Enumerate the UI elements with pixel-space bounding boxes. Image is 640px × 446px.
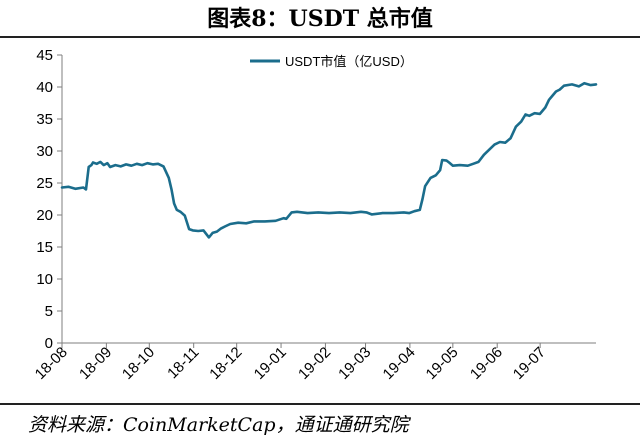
x-tick-label: 18-09 (76, 344, 115, 383)
legend: USDT市值（亿USD） (250, 54, 413, 69)
series-line (60, 81, 598, 239)
x-tick-label: 19-06 (467, 344, 506, 383)
x-tick-label: 19-07 (510, 344, 549, 383)
x-tick-label: 18-12 (206, 344, 245, 383)
x-axis-ticks: 18-08 18-09 18-10 18-11 18-12 19-01 19-02 19-03… (32, 343, 549, 383)
y-tick-label: 20 (36, 207, 53, 224)
x-tick-label: 19-03 (335, 344, 374, 383)
y-tick-label: 35 (36, 111, 53, 128)
y-tick-label: 10 (36, 271, 53, 288)
y-tick-label: 45 (36, 47, 53, 64)
source-note: 资料来源：CoinMarketCap，通证通研究院 (28, 414, 409, 436)
y-tick-label: 15 (36, 239, 53, 256)
x-tick-label: 19-04 (380, 344, 419, 383)
y-tick-label: 0 (45, 335, 53, 352)
x-tick-label: 18-10 (119, 344, 158, 383)
y-tick-label: 30 (36, 143, 53, 160)
x-tick-label: 19-02 (295, 344, 334, 383)
plot-area (60, 81, 598, 239)
y-axis-ticks: 0 5 10 15 20 25 30 35 40 45 (36, 47, 62, 352)
y-tick-label: 25 (36, 175, 53, 192)
x-tick-label: 18-11 (164, 344, 202, 382)
x-tick-label: 19-05 (423, 344, 462, 383)
source-rule (0, 403, 640, 405)
title-rule (0, 36, 640, 38)
x-tick-label: 19-01 (251, 344, 290, 383)
y-tick-label: 40 (36, 79, 53, 96)
legend-label: USDT市值（亿USD） (285, 54, 413, 69)
axes (61, 55, 596, 344)
y-tick-label: 5 (45, 303, 53, 320)
figure-title: 图表8：USDT 总市值 (207, 6, 433, 32)
